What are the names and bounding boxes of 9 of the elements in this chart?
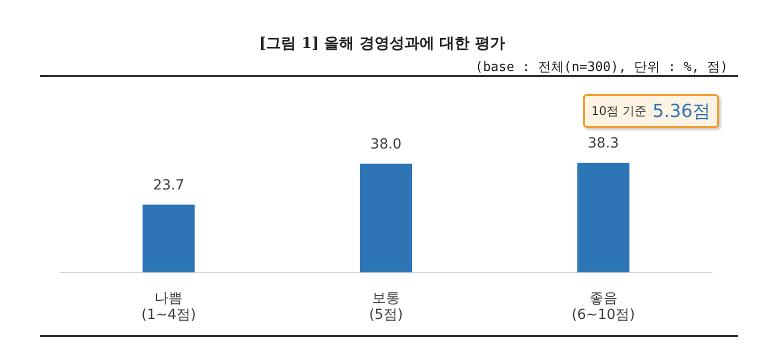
data-label: 38.0 [370,136,402,152]
x-tick-label: 보통 (5점) [369,290,403,324]
x-tick-label: 좋음 (6~10점) [572,290,636,324]
data-label: 38.3 [588,136,619,152]
text: 10점 기준 5.36점 [591,100,711,123]
chart-subtitle: (base : 전체(n=300), 단위 : %, 점) [475,59,728,76]
x-tick-label: 나쁨 (1~4점) [141,290,196,324]
chart-title: [그림 1] 올해 경영성과에 대한 평가 [258,34,506,53]
data-label: 23.7 [153,177,184,194]
